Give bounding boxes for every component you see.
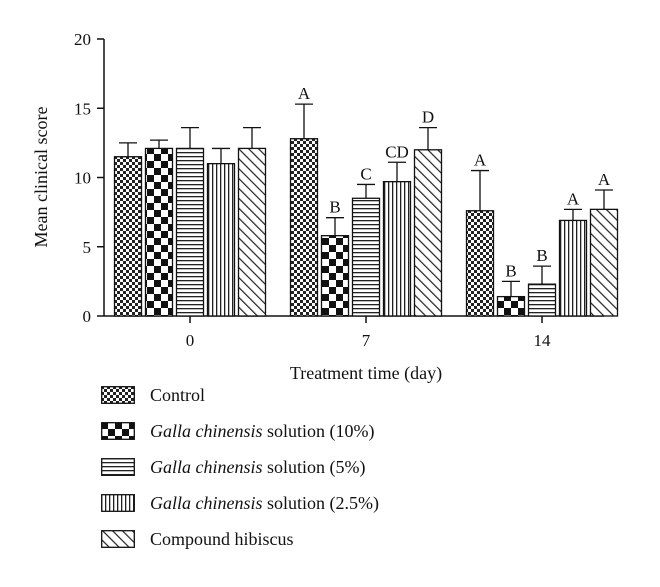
y-tick-label: 20	[74, 30, 91, 49]
significance-label: B	[505, 261, 516, 280]
bar	[206, 162, 236, 317]
significance-label: A	[567, 189, 580, 208]
legend-swatch-fill	[101, 458, 135, 476]
bar	[589, 208, 619, 317]
bar	[289, 138, 319, 317]
bar	[175, 147, 205, 317]
legend-label-text: Compound hibiscus	[150, 529, 294, 549]
legend-label: Galla chinensis solution (5%)	[150, 455, 366, 479]
significance-label: A	[474, 151, 487, 170]
significance-label: C	[360, 164, 371, 183]
y-axis-label: Mean clinical score	[31, 107, 51, 248]
bar	[320, 235, 350, 317]
significance-label: A	[298, 84, 311, 103]
bar	[237, 147, 267, 317]
bar	[113, 156, 143, 317]
legend-label: Galla chinensis solution (10%)	[150, 419, 375, 443]
legend-label: Compound hibiscus	[150, 527, 294, 551]
bar	[496, 295, 526, 317]
bar	[527, 283, 557, 317]
legend-swatch-fill	[101, 422, 135, 440]
legend-swatch	[101, 458, 135, 476]
legend-swatch	[101, 530, 135, 548]
y-tick-label: 5	[83, 238, 92, 257]
x-tick-label: 7	[362, 331, 371, 350]
significance-label: CD	[385, 142, 409, 161]
x-tick-label: 0	[186, 331, 195, 350]
x-tick-label: 14	[534, 331, 552, 350]
legend-swatch-fill	[101, 386, 135, 404]
y-tick-label: 0	[83, 307, 92, 326]
significance-label: A	[598, 170, 611, 189]
legend-swatch	[101, 386, 135, 404]
bar	[351, 197, 381, 317]
legend-label-text: Control	[150, 385, 206, 405]
legend-label-italic: Galla chinensis	[150, 493, 263, 513]
legend-label-text: solution (10%)	[262, 421, 375, 441]
bar	[558, 219, 588, 317]
x-axis-label: Treatment time (day)	[290, 363, 442, 383]
significance-label: B	[329, 198, 340, 217]
significance-label: D	[422, 108, 434, 127]
legend-label: Control	[150, 383, 205, 407]
legend-label-text: solution (2.5%)	[262, 493, 379, 513]
significance-label: B	[536, 246, 547, 265]
bar	[413, 149, 443, 317]
legend-label: Galla chinensis solution (2.5%)	[150, 491, 379, 515]
bar	[465, 210, 495, 317]
y-tick-label: 15	[74, 99, 91, 118]
legend-swatch-fill	[101, 530, 135, 548]
legend-label-italic: Galla chinensis	[150, 457, 263, 477]
legend-swatch-fill	[101, 494, 135, 512]
legend-swatch	[101, 422, 135, 440]
bar	[144, 147, 174, 317]
legend-swatch	[101, 494, 135, 512]
legend-label-text: solution (5%)	[262, 457, 366, 477]
y-tick-label: 10	[74, 169, 91, 188]
legend-label-italic: Galla chinensis	[150, 421, 263, 441]
bar	[382, 181, 412, 317]
